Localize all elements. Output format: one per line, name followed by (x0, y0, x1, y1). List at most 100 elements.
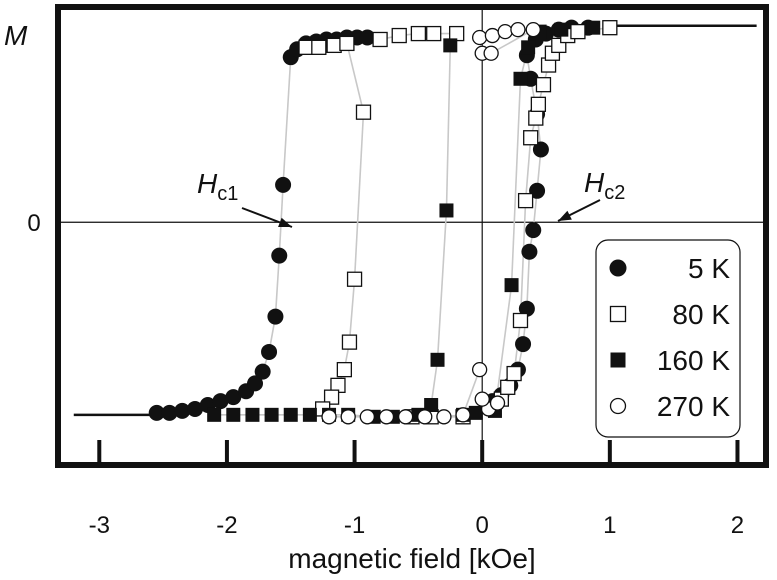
legend-label-160K: 160 K (657, 345, 730, 376)
plot-frame (55, 4, 769, 468)
data-point-270K-18 (489, 395, 506, 411)
connector-160K-11 (430, 359, 439, 406)
data-point-160K-16 (468, 405, 483, 420)
data-point-5K-3 (187, 400, 204, 417)
data-point-270K-1 (340, 409, 356, 425)
data-point-80K-0 (298, 39, 314, 55)
connector-80K-20 (524, 137, 532, 201)
data-point-80K-19 (512, 312, 529, 329)
legend-marker-160K (610, 352, 626, 368)
data-point-5K-32 (532, 141, 549, 158)
data-point-80K-18 (506, 365, 522, 382)
x-tick-label-4: 1 (603, 512, 616, 539)
data-point-80K-30 (602, 20, 618, 36)
data-point-80K-14 (426, 25, 442, 42)
connector-80K-4 (353, 112, 365, 280)
data-point-80K-20 (517, 192, 534, 209)
data-point-80K-7 (336, 361, 353, 378)
legend-box (595, 239, 741, 438)
data-point-5K-0 (148, 404, 165, 421)
data-point-270K-14 (525, 22, 541, 38)
data-point-80K-21 (523, 130, 539, 146)
data-point-80K-9 (323, 389, 340, 405)
data-point-80K-1 (311, 39, 327, 55)
annotation-Hc2: Hc2 (584, 167, 625, 204)
data-point-270K-11 (484, 27, 501, 44)
data-point-270K-12 (497, 23, 513, 40)
legend-label-80K: 80 K (672, 299, 730, 330)
data-point-270K-2 (359, 409, 375, 425)
data-point-160K-13 (439, 203, 454, 218)
y-tick-label-0: 0 (27, 210, 40, 237)
x-tick-label-0: -3 (89, 512, 110, 539)
data-point-80K-5 (346, 271, 363, 287)
connector-80K-3 (346, 43, 365, 113)
data-point-5K-30 (525, 222, 542, 239)
data-point-270K-7 (455, 407, 471, 423)
data-point-5K-29 (521, 243, 538, 260)
data-point-5K-9 (254, 363, 271, 380)
data-point-270K-15 (483, 45, 499, 61)
data-point-160K-3 (264, 407, 279, 422)
annotation-subscript: c1 (217, 183, 238, 205)
annotation-main: H (197, 168, 218, 199)
data-point-80K-17 (500, 379, 516, 395)
data-point-80K-4 (355, 104, 372, 120)
data-point-160K-19 (513, 71, 528, 86)
legend-marker-80K (609, 305, 627, 323)
data-point-5K-8 (247, 375, 264, 392)
connector-80K-19 (519, 200, 527, 321)
data-point-5K-6 (225, 389, 242, 406)
legend-label-270K: 270 K (657, 391, 730, 422)
connector-270K-14 (490, 28, 534, 54)
data-point-270K-0 (321, 409, 337, 425)
data-point-80K-13 (410, 25, 427, 42)
data-point-80K-2 (326, 37, 342, 54)
data-point-5K-2 (174, 402, 191, 419)
connector-5K-11 (274, 255, 281, 317)
data-point-80K-6 (341, 334, 358, 350)
data-point-160K-18 (504, 278, 519, 293)
legend-label-5K: 5 K (688, 253, 730, 284)
data-point-160K-20 (521, 40, 536, 55)
data-point-80K-3 (339, 35, 355, 52)
data-point-270K-3 (378, 409, 395, 425)
x-tick-label-3: 0 (476, 512, 489, 539)
data-point-160K-23 (586, 20, 601, 35)
legend-marker-5K (609, 259, 627, 277)
data-point-80K-22 (528, 110, 544, 126)
data-point-160K-12 (430, 352, 445, 367)
data-point-160K-0 (207, 407, 222, 422)
data-point-5K-28 (518, 300, 535, 317)
data-point-270K-10 (471, 29, 488, 46)
data-point-160K-4 (283, 407, 298, 422)
data-point-80K-24 (535, 77, 552, 93)
annotation-arrow-head-2 (558, 210, 572, 221)
legend-marker-270K (609, 397, 627, 415)
data-point-80K-23 (530, 96, 547, 112)
data-point-160K-11 (424, 398, 439, 413)
data-point-160K-22 (554, 22, 569, 37)
data-point-270K-4 (397, 409, 414, 425)
data-point-270K-5 (417, 409, 433, 425)
data-point-160K-14 (443, 38, 458, 53)
x-tick-label-2: -1 (344, 512, 365, 539)
connector-5K-28 (526, 251, 531, 309)
connector-5K-13 (282, 57, 292, 185)
connector-80K-5 (348, 279, 356, 343)
data-point-80K-12 (391, 27, 407, 44)
data-point-270K-13 (510, 22, 526, 38)
x-tick-label-1: -2 (216, 512, 237, 539)
y-axis-title: M (4, 20, 28, 51)
data-point-160K-5 (302, 407, 317, 422)
connector-160K-12 (436, 210, 448, 360)
data-point-270K-17 (474, 391, 490, 407)
x-tick-label-5: 2 (731, 512, 744, 539)
annotation-subscript: c2 (604, 182, 625, 204)
data-point-270K-6 (436, 409, 452, 425)
connector-160K-18 (510, 78, 522, 286)
data-point-5K-10 (261, 343, 278, 360)
data-point-160K-2 (245, 407, 260, 422)
data-point-5K-12 (271, 247, 288, 264)
